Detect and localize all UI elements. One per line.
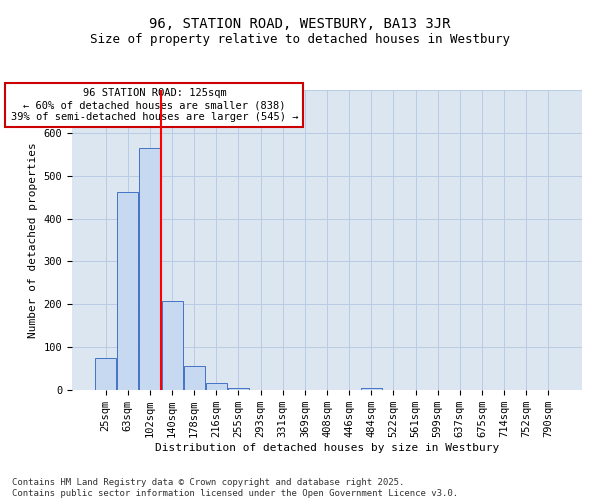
X-axis label: Distribution of detached houses by size in Westbury: Distribution of detached houses by size … [155,443,499,453]
Bar [228,388,249,390]
Bar [161,302,182,390]
Text: Contains HM Land Registry data © Crown copyright and database right 2025.
Contai: Contains HM Land Registry data © Crown c… [12,478,458,498]
Bar [361,388,382,390]
Bar [206,383,227,390]
Text: Size of property relative to detached houses in Westbury: Size of property relative to detached ho… [90,32,510,46]
Y-axis label: Number of detached properties: Number of detached properties [28,142,38,338]
Bar [139,148,160,390]
Bar [118,192,139,390]
Bar [95,358,116,390]
Text: 96 STATION ROAD: 125sqm
← 60% of detached houses are smaller (838)
39% of semi-d: 96 STATION ROAD: 125sqm ← 60% of detache… [11,88,298,122]
Text: 96, STATION ROAD, WESTBURY, BA13 3JR: 96, STATION ROAD, WESTBURY, BA13 3JR [149,18,451,32]
Bar [184,366,205,390]
